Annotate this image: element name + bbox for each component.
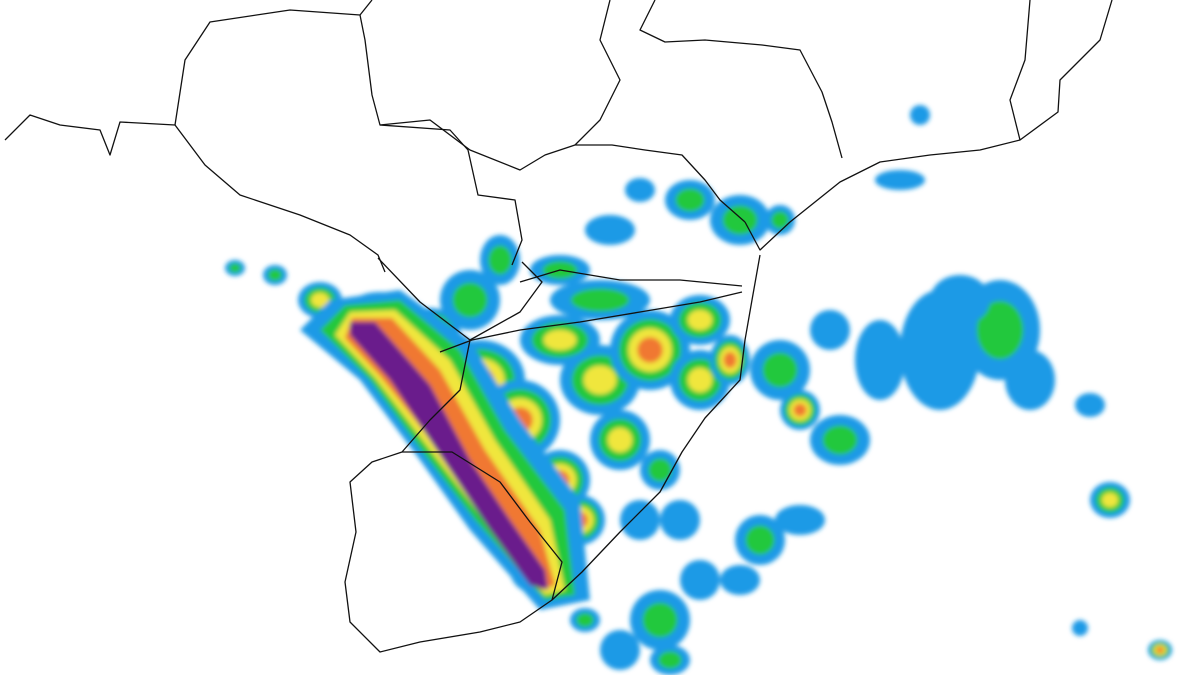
rain-cell [607, 427, 633, 453]
border [174, 9, 523, 266]
rain-cell [1156, 646, 1164, 654]
rain-cell [570, 288, 630, 312]
rain-cell [680, 560, 720, 600]
rain-cell [930, 275, 990, 325]
rain-cell [583, 365, 617, 395]
border [402, 451, 563, 601]
rain-cell [488, 245, 512, 275]
rain-cell [1005, 350, 1055, 410]
rain-cell [658, 651, 682, 669]
rain-cell [762, 352, 798, 388]
rain-cell [910, 105, 930, 125]
coast [344, 254, 761, 653]
border [574, 0, 621, 146]
border [359, 0, 373, 16]
rain-cell [637, 337, 663, 363]
rain-cell [720, 565, 760, 595]
rain-cell [660, 500, 700, 540]
rain-cell [543, 329, 577, 351]
border [401, 339, 471, 453]
rain-cell [229, 263, 241, 273]
rain-cell [642, 602, 678, 638]
border [439, 291, 743, 353]
rain-cell [810, 310, 850, 350]
border [519, 269, 743, 287]
rain-cell [687, 309, 713, 331]
rain-cell [822, 425, 858, 455]
rain-cell [625, 178, 655, 202]
rain-cell [723, 352, 737, 368]
rain-cell [745, 525, 775, 555]
rain-cell [976, 300, 1024, 360]
rain-cell [576, 613, 594, 627]
rain-cell [620, 500, 660, 540]
rain-cell [1072, 620, 1088, 636]
rain-cell [675, 188, 705, 212]
rain-cell [268, 269, 282, 281]
border [379, 119, 746, 223]
rain-cell [722, 205, 758, 235]
coast [744, 0, 1113, 251]
rain-cell [600, 630, 640, 670]
rain-cell [648, 458, 672, 482]
border [1009, 0, 1031, 141]
rain-cell [1075, 393, 1105, 417]
rain-cell [775, 505, 825, 535]
rain-cell [687, 367, 713, 393]
rain-cell [452, 282, 488, 318]
rain-cell [855, 320, 905, 400]
rain-cell [793, 403, 807, 417]
border [639, 0, 843, 159]
rain-cell [350, 322, 548, 590]
rain-cell [771, 211, 789, 229]
rain-cell [310, 292, 330, 308]
borders [4, 0, 1113, 653]
rain-cell [875, 170, 925, 190]
rain-cell [1101, 492, 1119, 508]
border [377, 257, 543, 341]
rain-cell [585, 215, 635, 245]
